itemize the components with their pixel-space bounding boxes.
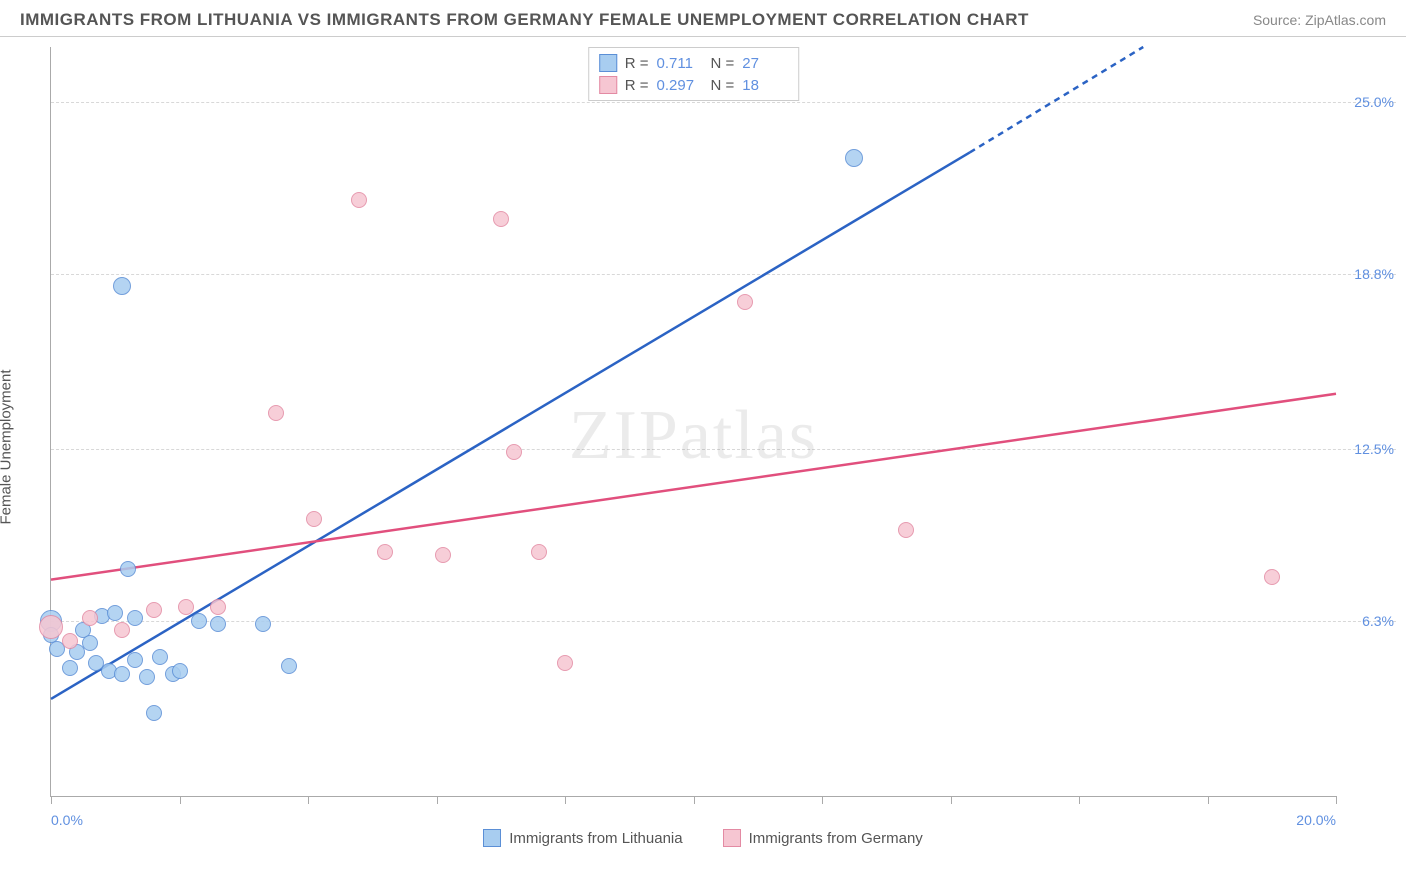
data-point-lithuania (281, 658, 297, 674)
r-label: R = (625, 77, 649, 94)
data-point-germany (1264, 569, 1280, 585)
legend-swatch-germany (599, 76, 617, 94)
data-point-germany (62, 633, 78, 649)
x-tick (51, 796, 52, 804)
data-point-germany (737, 294, 753, 310)
data-point-germany (268, 405, 284, 421)
data-point-germany (39, 615, 63, 639)
data-point-lithuania (191, 613, 207, 629)
data-point-lithuania (113, 277, 131, 295)
legend-stat-row-germany: R = 0.297 N = 18 (599, 74, 789, 96)
x-tick (1336, 796, 1337, 804)
chart-container: Female Unemployment ZIPatlas R =0.711N =… (0, 37, 1406, 857)
y-tick-label: 25.0% (1354, 94, 1394, 110)
trend-line-lithuania (51, 152, 970, 698)
data-point-lithuania (139, 669, 155, 685)
data-point-germany (898, 522, 914, 538)
x-tick (822, 796, 823, 804)
legend-item-germany: Immigrants from Germany (723, 829, 923, 847)
data-point-lithuania (255, 616, 271, 632)
y-axis-label: Female Unemployment (0, 369, 15, 524)
legend-bottom: Immigrants from Lithuania Immigrants from… (0, 829, 1406, 847)
data-point-lithuania (127, 610, 143, 626)
data-point-germany (82, 610, 98, 626)
data-point-germany (531, 544, 547, 560)
legend-stat-row-lithuania: R = 0.711 N = 27 (599, 52, 789, 74)
legend-label-lithuania: Immigrants from Lithuania (509, 830, 682, 847)
data-point-germany (114, 622, 130, 638)
data-point-germany (493, 211, 509, 227)
data-point-germany (178, 599, 194, 615)
data-point-germany (210, 599, 226, 615)
x-tick (565, 796, 566, 804)
trend-line-germany (51, 394, 1336, 580)
x-tick (1208, 796, 1209, 804)
y-tick-label: 12.5% (1354, 441, 1394, 457)
y-tick-label: 6.3% (1362, 613, 1394, 629)
data-point-germany (377, 544, 393, 560)
data-point-lithuania (152, 649, 168, 665)
data-point-germany (435, 547, 451, 563)
data-point-germany (557, 655, 573, 671)
x-tick (694, 796, 695, 804)
x-tick (1079, 796, 1080, 804)
x-tick-label: 0.0% (51, 812, 83, 828)
n-value-lithuania: 27 (742, 55, 788, 72)
x-tick (308, 796, 309, 804)
x-tick-label: 20.0% (1296, 812, 1336, 828)
n-label: N = (711, 55, 735, 72)
x-tick (180, 796, 181, 804)
data-point-germany (306, 511, 322, 527)
r-label: R = (625, 55, 649, 72)
r-value-lithuania: 0.711 (657, 55, 703, 72)
legend-label-germany: Immigrants from Germany (749, 830, 923, 847)
legend-stats-box: R = 0.711 N = 27 R = 0.297 N = 18 (588, 47, 800, 101)
data-point-lithuania (845, 149, 863, 167)
trend-line-lithuania-dashed (970, 47, 1143, 152)
data-point-germany (351, 192, 367, 208)
y-tick-label: 18.8% (1354, 266, 1394, 282)
plot-area: ZIPatlas R =0.711N =27R =0.297N =18 6.3%… (50, 47, 1336, 797)
r-value-germany: 0.297 (657, 77, 703, 94)
data-point-lithuania (146, 705, 162, 721)
data-point-lithuania (120, 561, 136, 577)
trend-lines-layer (51, 47, 1336, 796)
data-point-germany (146, 602, 162, 618)
x-tick (951, 796, 952, 804)
n-label: N = (711, 77, 735, 94)
data-point-lithuania (62, 660, 78, 676)
legend-swatch-lithuania (483, 829, 501, 847)
data-point-lithuania (107, 605, 123, 621)
legend-swatch-germany (723, 829, 741, 847)
legend-swatch-lithuania (599, 54, 617, 72)
chart-title: IMMIGRANTS FROM LITHUANIA VS IMMIGRANTS … (20, 10, 1029, 30)
data-point-germany (506, 444, 522, 460)
n-value-germany: 18 (742, 77, 788, 94)
data-point-lithuania (114, 666, 130, 682)
data-point-lithuania (82, 635, 98, 651)
legend-item-lithuania: Immigrants from Lithuania (483, 829, 682, 847)
data-point-lithuania (127, 652, 143, 668)
source-label: Source: ZipAtlas.com (1253, 12, 1386, 28)
x-tick (437, 796, 438, 804)
data-point-lithuania (172, 663, 188, 679)
data-point-lithuania (210, 616, 226, 632)
